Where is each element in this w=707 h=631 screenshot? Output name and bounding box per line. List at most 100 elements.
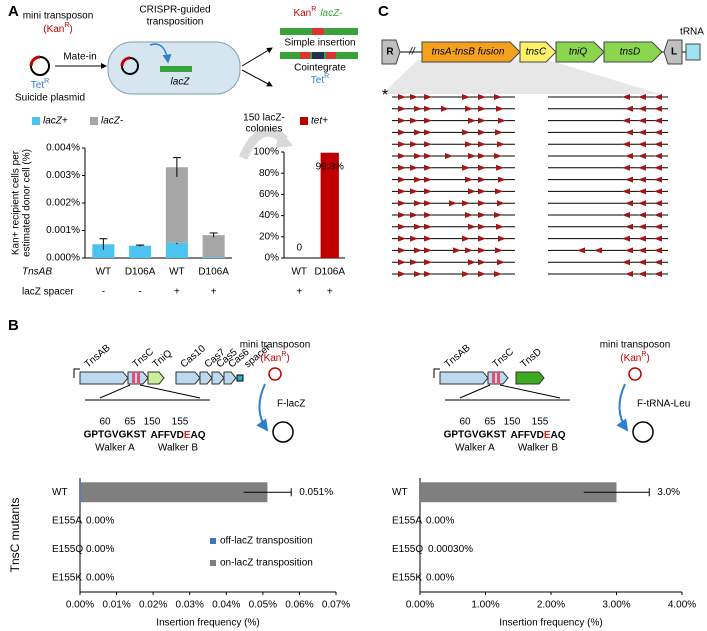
insertion-arrow [424, 164, 432, 171]
insertion-arrow [638, 105, 646, 112]
insertion-arrow [424, 247, 432, 254]
insertion-arrow [462, 200, 470, 207]
insertion-arrow [496, 223, 504, 230]
legend-label: lacZ+ [43, 116, 68, 127]
insertion-arrow [654, 259, 662, 266]
insertion-arrow [465, 105, 473, 112]
insertion-arrow [398, 176, 406, 183]
insertion-arrow [478, 200, 486, 207]
value-label: 3.0% [657, 487, 680, 498]
insertion-arrow [494, 94, 502, 100]
insertion-arrow [654, 200, 662, 207]
insertion-arrow [478, 164, 486, 171]
insertion-arrow [498, 235, 506, 242]
x-tick-label: D106A [198, 267, 229, 278]
insertion-arrow [638, 271, 646, 277]
label: Mate-in [63, 52, 96, 63]
x-tick-label: 0.06% [285, 600, 313, 611]
insertion-arrow [478, 94, 486, 100]
insertion [312, 28, 324, 35]
insertion-arrow [414, 247, 422, 254]
spacer-label: + [211, 287, 217, 298]
y-tick-label: E155K [392, 572, 422, 583]
label-part: Tet [31, 80, 45, 91]
legend-swatch [210, 560, 216, 566]
label: colonies [246, 124, 283, 135]
zoom-line [139, 384, 201, 399]
label: lacZ [171, 77, 191, 88]
insertion-arrow [478, 188, 486, 195]
legend-swatch [32, 117, 40, 125]
insertion-arrow [398, 259, 406, 266]
label: mini transposon [600, 340, 671, 351]
label-part: ) [69, 24, 72, 35]
y-tick-label: 0.001% [46, 225, 80, 236]
insertion-arrow [468, 188, 476, 195]
insertion-arrow [410, 164, 418, 171]
insertion-arrow [398, 117, 406, 124]
insertion-arrow [622, 117, 630, 124]
label-part: lacZ- [320, 8, 343, 19]
insertion-arrow [638, 188, 646, 195]
insertion-arrow [478, 271, 486, 277]
gene [603, 41, 663, 63]
y-tick-label: E155Q [392, 544, 423, 555]
insertion-arrow [424, 105, 432, 112]
insertion-arrow [398, 188, 406, 195]
bar [129, 245, 152, 258]
insertion-arrow [622, 141, 630, 148]
label: transposition [147, 17, 204, 28]
insertion-arrow [654, 235, 662, 242]
position: 150 [144, 417, 161, 428]
y-tick-label: WT [392, 487, 408, 498]
spacer-label: + [174, 287, 180, 298]
insertion-arrow [465, 176, 473, 183]
spacer-label: + [327, 287, 333, 298]
bar [202, 235, 225, 258]
label-part: R [311, 6, 316, 13]
insertion-arrow [497, 200, 505, 207]
insertion-arrow [465, 141, 473, 148]
panel-label: A [8, 3, 19, 20]
x-tick-label: 3.00% [602, 600, 630, 611]
gene [147, 371, 165, 385]
walker-a [492, 372, 495, 384]
position: 155 [172, 417, 189, 428]
promoter [73, 368, 80, 378]
row-label: TnsAB [22, 267, 52, 278]
y-tick-label: 0% [265, 253, 280, 264]
insertion-arrow [625, 129, 633, 136]
insertion-arrow [625, 176, 633, 183]
insertion-arrow [625, 223, 633, 230]
y-tick-label: 80% [259, 168, 279, 179]
insertion-arrow [462, 235, 470, 242]
insertion-arrow [465, 212, 473, 218]
x-tick-label: 1.00% [471, 600, 499, 611]
insertion-arrow [410, 188, 418, 195]
label: 150 lacZ- [243, 113, 285, 124]
insertion-arrow [625, 105, 633, 112]
panel-b-schematics [73, 367, 654, 443]
insertion-arrow [414, 105, 422, 112]
insertion-arrow [424, 153, 432, 159]
label-part: R [44, 78, 49, 85]
motif-part: AFFVD [150, 430, 183, 441]
bar [165, 242, 188, 258]
insertion-arrow [462, 94, 470, 100]
insertion-arrow [410, 212, 418, 218]
bar [202, 257, 225, 258]
label-part: ) [646, 353, 649, 364]
label: TetR [311, 73, 329, 85]
insertion-arrow [625, 271, 633, 277]
insertion-arrow [424, 200, 432, 207]
insertion-arrow [497, 141, 505, 148]
label-part: R [641, 351, 646, 358]
motif-name: Walker B [518, 443, 559, 454]
value-label: 0.00% [86, 515, 114, 526]
x-tick-label: WT [169, 267, 185, 278]
gene [663, 39, 683, 65]
motif: GPTGVGKST [84, 430, 147, 441]
bar [320, 152, 339, 258]
label-part: (Kan [43, 24, 64, 35]
insertion-arrow [398, 200, 406, 207]
